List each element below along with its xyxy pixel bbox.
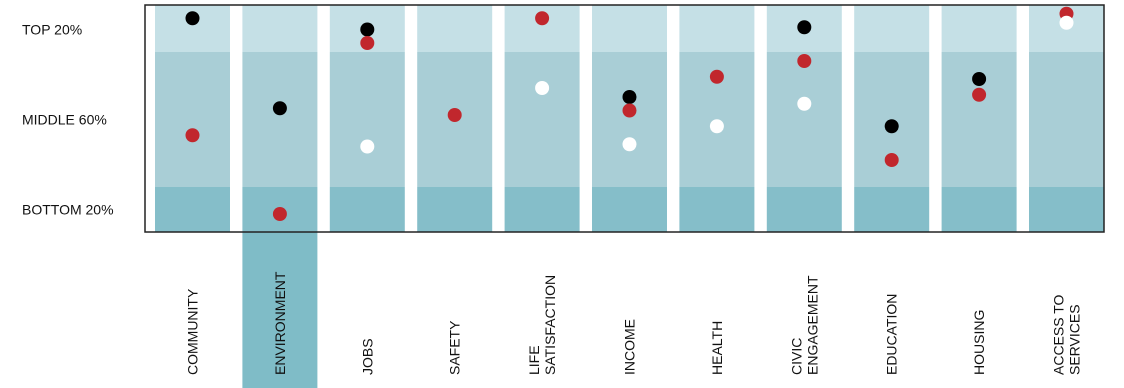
category-highlight (242, 232, 318, 388)
category-label: HEALTH (709, 321, 725, 375)
category-label: COMMUNITY (185, 288, 201, 375)
category-label: SERVICES (1067, 304, 1083, 375)
data-point (272, 207, 287, 221)
data-point (622, 90, 637, 104)
column-gap (230, 5, 243, 232)
band-2 (145, 187, 1104, 232)
data-point (884, 119, 899, 134)
band-layer (145, 5, 1104, 232)
band-label: TOP 20% (22, 22, 82, 38)
data-point (535, 81, 550, 95)
data-point (709, 69, 724, 84)
data-point (447, 108, 462, 122)
data-point (185, 11, 200, 26)
data-point (535, 11, 550, 26)
category-label: ACCESS TO (1051, 294, 1067, 375)
column-gap (667, 5, 680, 232)
column-gap (929, 5, 942, 232)
data-point (360, 22, 375, 37)
plot-frame (144, 4, 1105, 233)
category-label: EDUCATION (884, 294, 900, 375)
category-label: ENGAGEMENT (804, 275, 820, 375)
column-gap (404, 5, 418, 232)
category-label: ENVIRONMENT (272, 271, 288, 375)
column-gap (492, 5, 505, 232)
data-point (884, 153, 899, 167)
category-label: INCOME (622, 319, 638, 375)
band-label: MIDDLE 60% (22, 112, 107, 128)
data-points (185, 6, 1074, 221)
data-point (972, 72, 987, 86)
data-point (185, 128, 200, 143)
band-labels: TOP 20% MIDDLE 60% BOTTOM 20% (22, 22, 114, 218)
band-0 (145, 5, 1104, 52)
data-point (622, 137, 637, 152)
data-point (797, 96, 812, 111)
band-label: BOTTOM 20% (22, 202, 114, 218)
column-gap (754, 5, 767, 232)
category-label: LIFE (526, 345, 542, 375)
data-point (272, 101, 287, 116)
column-gap (317, 5, 330, 232)
category-label: HOUSING (971, 310, 987, 375)
category-labels: COMMUNITY ENVIRONMENT JOBS SAFETY LIFE SATISF… (185, 271, 1083, 375)
category-label: SATISFACTION (542, 275, 558, 375)
category-label: CIVIC (788, 338, 804, 375)
column-gap (579, 5, 592, 232)
gap-layer (145, 5, 1029, 232)
data-point (709, 119, 724, 134)
column-gap (1016, 5, 1029, 232)
column-gap (841, 5, 855, 232)
column-gap (145, 5, 155, 232)
data-point (797, 20, 812, 35)
data-point (360, 36, 375, 50)
band-1 (145, 52, 1104, 187)
data-point (972, 87, 987, 102)
data-point (797, 54, 812, 68)
category-label: SAFETY (447, 320, 463, 375)
highlight-layer (242, 232, 318, 388)
data-point (360, 139, 375, 154)
data-point (622, 103, 637, 118)
data-point (1059, 15, 1074, 30)
category-label: JOBS (359, 338, 375, 375)
